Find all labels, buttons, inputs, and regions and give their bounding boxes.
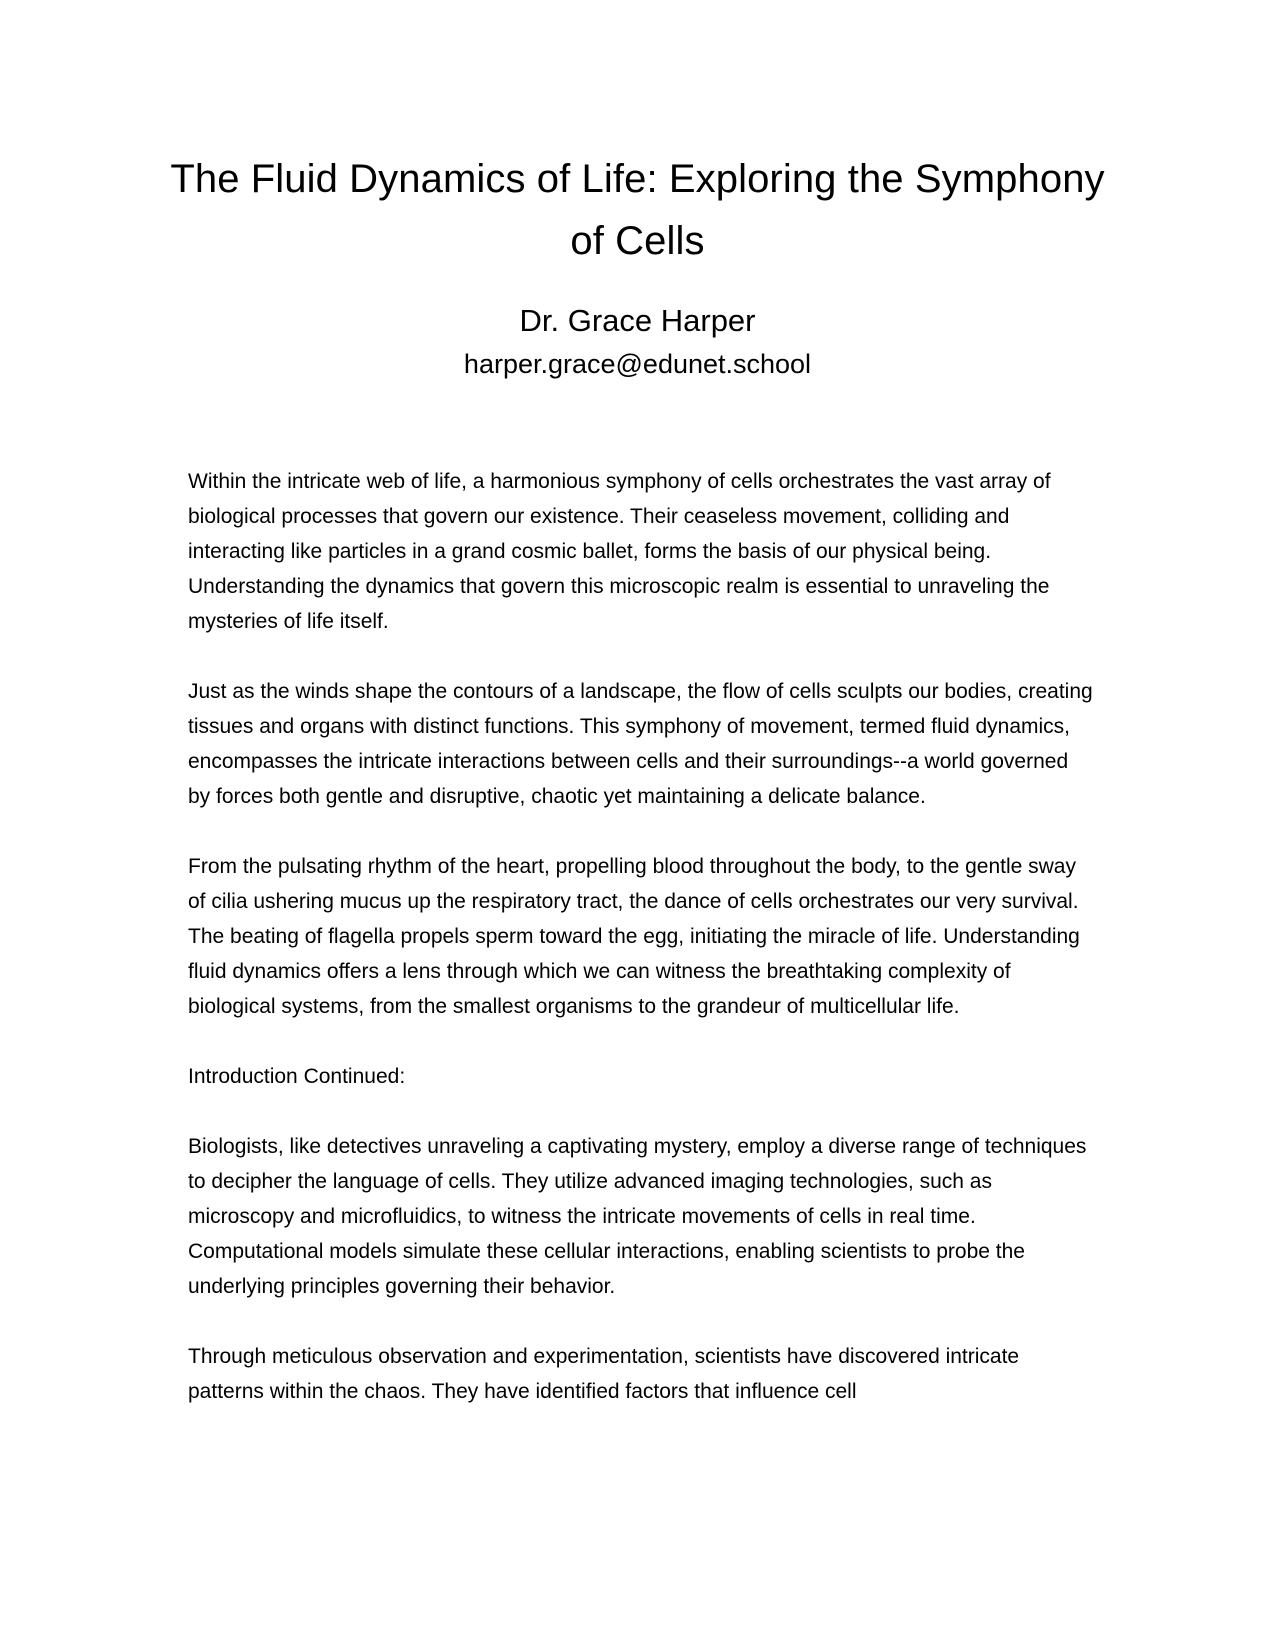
document-title: The Fluid Dynamics of Life: Exploring th… bbox=[170, 157, 1105, 263]
author-email: harper.grace@edunet.school bbox=[463, 349, 812, 379]
author-name: Dr. Grace Harper bbox=[519, 303, 756, 338]
paragraph: Within the intricate web of life, a harm… bbox=[188, 470, 1051, 633]
paragraph: Just as the winds shape the contours of … bbox=[188, 680, 1093, 808]
paragraph: Through meticulous observation and exper… bbox=[188, 1345, 1020, 1403]
section-heading: Introduction Continued: bbox=[188, 1065, 406, 1088]
document-body: Within the intricate web of life, a harm… bbox=[188, 464, 1093, 1444]
paragraph: Biologists, like detectives unraveling a… bbox=[188, 1135, 1087, 1298]
paragraph: From the pulsating rhythm of the heart, … bbox=[188, 855, 1080, 1018]
